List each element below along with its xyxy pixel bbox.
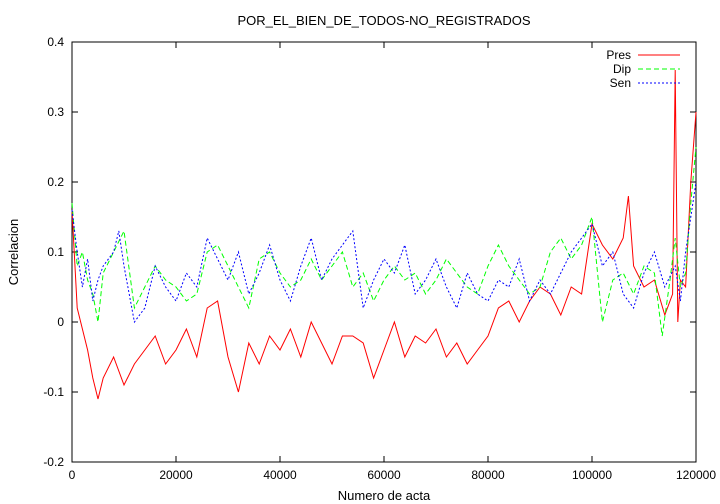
x-tick-label: 20000 (159, 468, 193, 482)
y-tick-label: 0.1 (47, 245, 64, 259)
plot-frame (71, 41, 697, 463)
series-line-pres (71, 69, 697, 400)
legend-label-dip: Dip (613, 62, 631, 76)
y-tick-label: 0 (57, 315, 64, 329)
y-axis-label: Correlacion (6, 219, 21, 285)
x-tick-label: 40000 (263, 468, 297, 482)
series-layer (71, 69, 697, 400)
x-tick-label: 80000 (471, 468, 505, 482)
y-tick-label: 0.2 (47, 175, 64, 189)
series-line-dip (71, 146, 697, 337)
x-tick-label: 0 (69, 468, 76, 482)
x-tick-label: 120000 (676, 468, 716, 482)
y-tick-label: 0.4 (47, 35, 64, 49)
x-tick-label: 60000 (367, 468, 401, 482)
axis-ticks: 0 20000 40000 60000 80000 100000 120000 -0.2 -0.… (43, 35, 716, 482)
legend-label-pres: Pres (606, 48, 631, 62)
x-axis-label: Numero de acta (338, 488, 431, 503)
y-tick-label: 0.3 (47, 105, 64, 119)
x-tick-label: 100000 (572, 468, 612, 482)
legend-label-sen: Sen (610, 76, 631, 90)
chart-title: POR_EL_BIEN_DE_TODOS-NO_REGISTRADOS (237, 13, 530, 28)
y-tick-label: -0.1 (43, 385, 64, 399)
series-line-sen (71, 181, 697, 324)
y-tick-label: -0.2 (43, 455, 64, 469)
